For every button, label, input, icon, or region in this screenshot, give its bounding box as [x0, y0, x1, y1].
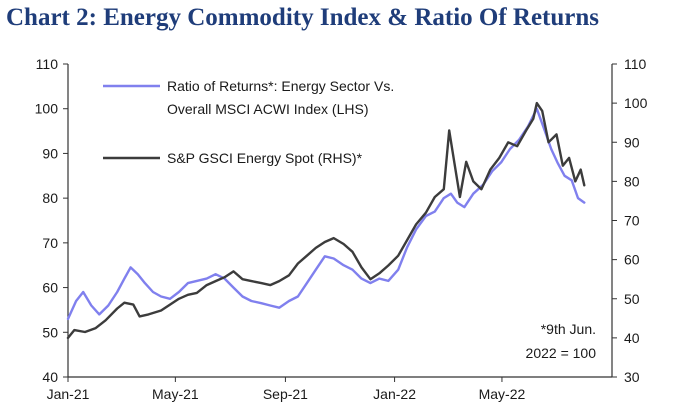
series-line-ratio-of-returns	[66, 107, 586, 321]
right-y-tick-label: 100	[624, 95, 648, 111]
left-y-tick-label: 90	[42, 145, 58, 161]
note-line-1: *9th Jun.	[541, 321, 596, 337]
legend: Ratio of Returns*: Energy Sector Vs. Over…	[103, 78, 394, 166]
series-line-gsci-energy-spot	[66, 101, 586, 340]
left-y-tick-label: 110	[36, 56, 59, 72]
legend-label: Ratio of Returns*: Energy Sector Vs.	[167, 78, 394, 94]
right-y-tick-label: 30	[624, 369, 640, 385]
right-y-tick-label: 70	[624, 213, 640, 229]
axes	[63, 63, 617, 382]
x-tick-label: May-21	[152, 386, 199, 402]
right-y-tick-label: 60	[624, 252, 640, 268]
right-y-tick-label: 90	[624, 134, 640, 150]
chart-title: Chart 2: Energy Commodity Index & Ratio …	[6, 4, 600, 31]
right-y-tick-label: 40	[624, 330, 640, 346]
legend-label: S&P GSCI Energy Spot (RHS)*	[167, 150, 363, 166]
series-lines	[66, 101, 586, 340]
left-y-tick-label: 100	[35, 101, 59, 117]
x-tick-label: Jan-22	[373, 386, 416, 402]
x-tick-label: Sep-21	[263, 386, 308, 402]
tick-labels: 40 50 60 70 80 90 100 110 30 40 50 60 70 80 90 100 110 Ja…	[35, 56, 648, 402]
left-y-tick-label: 40	[42, 369, 58, 385]
left-y-tick-label: 60	[42, 280, 58, 296]
chart-note: *9th Jun. 2022 = 100	[526, 321, 597, 361]
right-y-tick-label: 110	[624, 56, 647, 72]
left-y-tick-label: 70	[42, 235, 58, 251]
right-y-tick-label: 50	[624, 291, 640, 307]
x-tick-label: May-22	[479, 386, 526, 402]
note-line-2: 2022 = 100	[526, 345, 597, 361]
left-y-tick-label: 80	[42, 190, 58, 206]
right-y-tick-label: 80	[624, 173, 640, 189]
x-tick-label: Jan-21	[47, 386, 90, 402]
legend-label-line2: Overall MSCI ACWI Index (LHS)	[167, 101, 369, 117]
left-y-tick-label: 50	[42, 324, 58, 340]
